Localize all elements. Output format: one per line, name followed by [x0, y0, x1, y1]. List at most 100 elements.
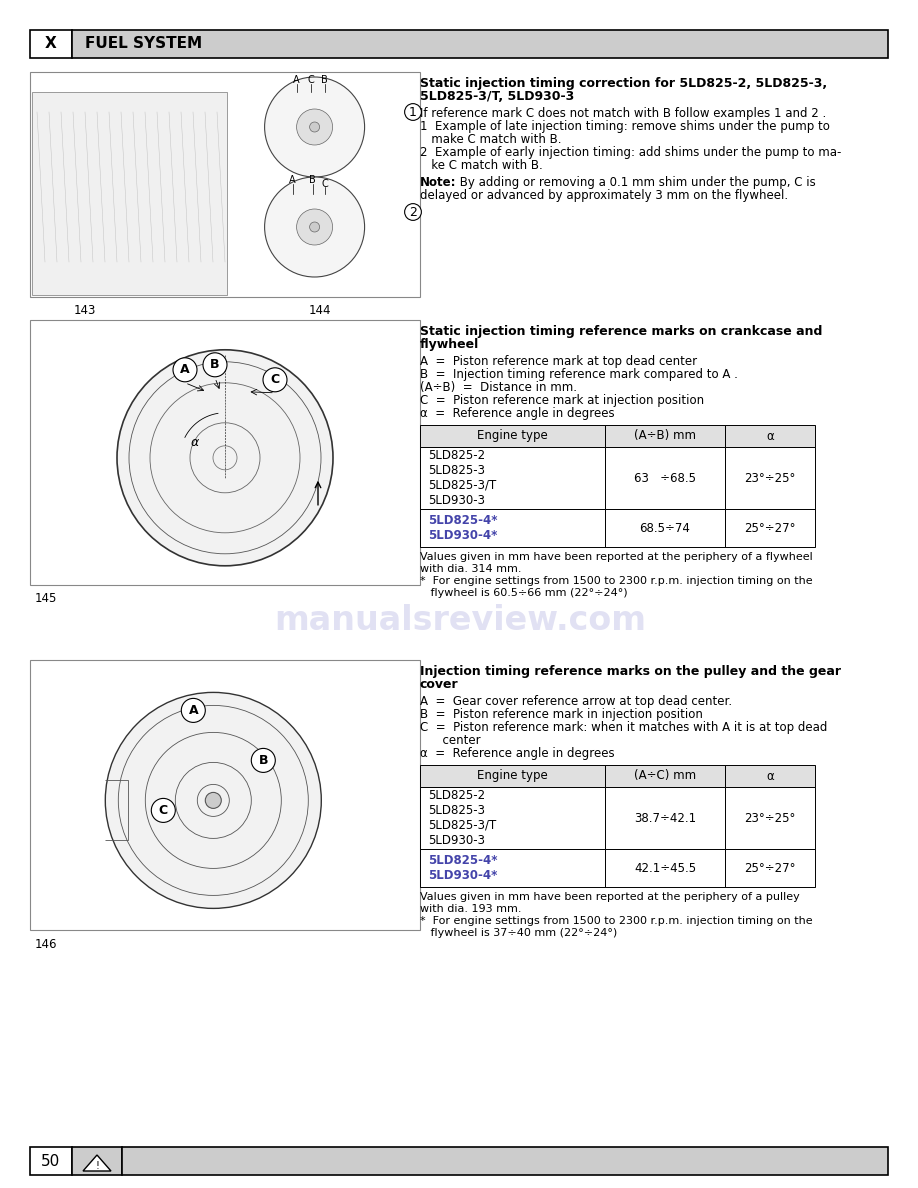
Text: 23°÷25°: 23°÷25° [744, 811, 796, 824]
Text: FUEL SYSTEM: FUEL SYSTEM [85, 37, 202, 51]
Bar [30, 72, 420, 297]
Text: 5LD825-2
5LD825-3
5LD825-3/T
5LD930-3: 5LD825-2 5LD825-3 5LD825-3/T 5LD930-3 [428, 449, 497, 507]
Text: B: B [259, 754, 268, 767]
Bar [30, 30, 72, 58]
Text: with dia. 193 mm.: with dia. 193 mm. [420, 904, 521, 914]
Text: 25°÷27°: 25°÷27° [744, 522, 796, 535]
Text: (A÷B) mm: (A÷B) mm [634, 430, 696, 442]
Text: 42.1÷45.5: 42.1÷45.5 [634, 861, 696, 874]
Circle shape [264, 77, 364, 177]
Text: 68.5÷74: 68.5÷74 [640, 522, 690, 535]
Circle shape [264, 177, 364, 277]
Bar [420, 425, 605, 447]
Text: 5LD825-3/T, 5LD930-3: 5LD825-3/T, 5LD930-3 [420, 90, 575, 103]
Polygon shape [83, 1155, 111, 1171]
Text: 25°÷27°: 25°÷27° [744, 861, 796, 874]
Bar [420, 849, 605, 887]
Text: ke C match with B.: ke C match with B. [420, 159, 543, 172]
Text: 23°÷25°: 23°÷25° [744, 472, 796, 485]
Text: A  =  Piston reference mark at top dead center: A = Piston reference mark at top dead ce… [420, 355, 697, 368]
Bar [122, 1146, 888, 1175]
Circle shape [117, 349, 333, 565]
Text: 2  Example of early injection timing: add shims under the pump to ma-: 2 Example of early injection timing: add… [420, 146, 842, 159]
Text: flywheel: flywheel [420, 339, 479, 350]
Circle shape [297, 109, 332, 145]
Bar [725, 849, 815, 887]
Circle shape [263, 368, 287, 392]
Text: Static injection timing reference marks on crankcase and: Static injection timing reference marks … [420, 326, 823, 339]
Text: 5LD825-2
5LD825-3
5LD825-3/T
5LD930-3: 5LD825-2 5LD825-3 5LD825-3/T 5LD930-3 [428, 789, 497, 847]
Circle shape [309, 122, 319, 132]
Text: flywheel is 60.5÷66 mm (22°÷24°): flywheel is 60.5÷66 mm (22°÷24°) [420, 588, 628, 598]
Text: By adding or removing a 0.1 mm shim under the pump, C is: By adding or removing a 0.1 mm shim unde… [456, 176, 816, 189]
Bar [725, 508, 815, 546]
Bar [420, 508, 605, 546]
Text: α: α [191, 436, 199, 449]
Text: B: B [309, 175, 316, 185]
Text: X: X [45, 37, 57, 51]
Text: 5LD825-4*
5LD930-4*: 5LD825-4* 5LD930-4* [428, 514, 498, 542]
Text: C: C [321, 179, 328, 189]
Circle shape [252, 748, 275, 772]
Circle shape [151, 798, 175, 822]
Bar [30, 661, 420, 930]
Text: α  =  Reference angle in degrees: α = Reference angle in degrees [420, 747, 615, 760]
Bar [605, 447, 725, 508]
Text: α: α [767, 770, 774, 783]
Circle shape [206, 792, 221, 808]
Text: 5LD825-4*
5LD930-4*: 5LD825-4* 5LD930-4* [428, 854, 498, 881]
Bar [725, 425, 815, 447]
Text: *  For engine settings from 1500 to 2300 r.p.m. injection timing on the: * For engine settings from 1500 to 2300 … [420, 576, 812, 586]
Circle shape [309, 222, 319, 232]
Text: A: A [180, 364, 190, 377]
Text: 1: 1 [409, 106, 417, 119]
Text: C: C [271, 373, 280, 386]
Bar [420, 765, 605, 786]
Bar [725, 447, 815, 508]
Text: A  =  Gear cover reference arrow at top dead center.: A = Gear cover reference arrow at top de… [420, 695, 733, 708]
Bar [605, 765, 725, 786]
Text: If reference mark C does not match with B follow examples 1 and 2 .: If reference mark C does not match with … [420, 107, 826, 120]
Text: 38.7÷42.1: 38.7÷42.1 [634, 811, 696, 824]
Text: α: α [767, 430, 774, 442]
Text: 143: 143 [73, 303, 96, 316]
Text: C  =  Piston reference mark: when it matches with A it is at top dead: C = Piston reference mark: when it match… [420, 721, 827, 734]
Text: Note:: Note: [420, 176, 456, 189]
Text: 63   ÷68.5: 63 ÷68.5 [634, 472, 696, 485]
Text: A: A [293, 75, 300, 86]
Bar [72, 1146, 122, 1175]
Text: α  =  Reference angle in degrees: α = Reference angle in degrees [420, 407, 615, 421]
Circle shape [106, 693, 321, 909]
Bar [605, 508, 725, 546]
Circle shape [297, 209, 332, 245]
Text: 2: 2 [409, 206, 417, 219]
Text: flywheel is 37÷40 mm (22°÷24°): flywheel is 37÷40 mm (22°÷24°) [420, 928, 617, 939]
Text: cover: cover [420, 678, 459, 691]
Bar [420, 447, 605, 508]
Text: center: center [420, 734, 481, 747]
Circle shape [203, 353, 227, 377]
Text: !: ! [95, 1161, 99, 1170]
Bar [605, 786, 725, 849]
Bar [30, 320, 420, 584]
Bar [420, 786, 605, 849]
Text: 144: 144 [308, 303, 331, 316]
Circle shape [181, 699, 206, 722]
Text: A: A [289, 175, 296, 185]
Bar [725, 765, 815, 786]
Text: B  =  Piston reference mark in injection position: B = Piston reference mark in injection p… [420, 708, 703, 721]
Text: Engine type: Engine type [477, 430, 548, 442]
Bar [72, 30, 888, 58]
Text: with dia. 314 mm.: with dia. 314 mm. [420, 564, 521, 574]
Text: A: A [188, 704, 198, 716]
Bar [725, 786, 815, 849]
Bar [605, 849, 725, 887]
Text: (A÷C) mm: (A÷C) mm [634, 770, 696, 783]
Text: B  =  Injection timing reference mark compared to A .: B = Injection timing reference mark comp… [420, 368, 738, 381]
Text: *  For engine settings from 1500 to 2300 r.p.m. injection timing on the: * For engine settings from 1500 to 2300 … [420, 916, 812, 925]
Text: Injection timing reference marks on the pulley and the gear: Injection timing reference marks on the … [420, 665, 841, 678]
Text: Values given in mm have been reported at the periphery of a pulley: Values given in mm have been reported at… [420, 892, 800, 902]
Text: Values given in mm have been reported at the periphery of a flywheel: Values given in mm have been reported at… [420, 552, 812, 562]
Circle shape [173, 358, 197, 381]
Bar [605, 425, 725, 447]
